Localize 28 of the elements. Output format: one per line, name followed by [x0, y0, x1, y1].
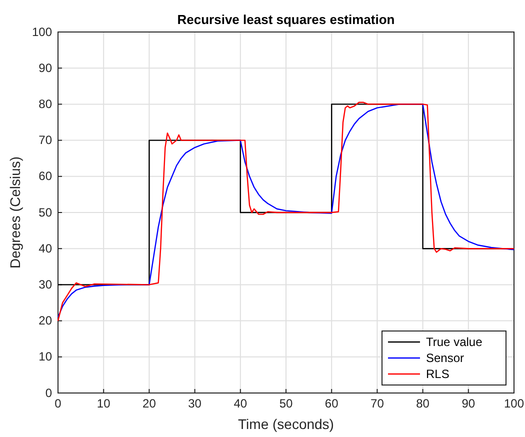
y-tick-label: 10	[38, 350, 52, 364]
x-tick-label: 40	[234, 396, 248, 411]
legend-label: RLS	[426, 367, 450, 381]
x-tick-label: 50	[279, 396, 293, 411]
x-tick-label: 10	[96, 396, 111, 411]
y-tick-label: 50	[38, 205, 52, 220]
y-tick-label: 70	[38, 133, 52, 148]
x-tick-label: 0	[54, 396, 62, 411]
x-tick-label: 60	[324, 396, 339, 411]
legend-label: Sensor	[426, 351, 464, 365]
y-tick-label: 20	[38, 314, 52, 328]
y-tick-label: 30	[38, 278, 52, 292]
legend-label: True value	[426, 335, 483, 349]
y-tick-label: 0	[45, 386, 52, 400]
y-tick-label: 60	[38, 169, 52, 184]
x-tick-label: 70	[370, 396, 384, 411]
x-tick-label: 80	[416, 396, 430, 411]
chart-title: Recursive least squares estimation	[177, 12, 395, 27]
x-tick-label: 30	[188, 396, 202, 411]
x-tick-label: 20	[142, 396, 156, 411]
y-axis-title: Degrees (Celsius)	[7, 156, 23, 269]
y-tick-label: 80	[38, 97, 52, 112]
x-axis-title: Time (seconds)	[238, 416, 334, 432]
x-tick-label: 90	[462, 396, 476, 411]
x-tick-label: 100	[504, 396, 524, 411]
y-tick-label: 100	[32, 24, 52, 39]
y-tick-label: 90	[38, 60, 52, 75]
y-tick-label: 40	[38, 241, 52, 256]
